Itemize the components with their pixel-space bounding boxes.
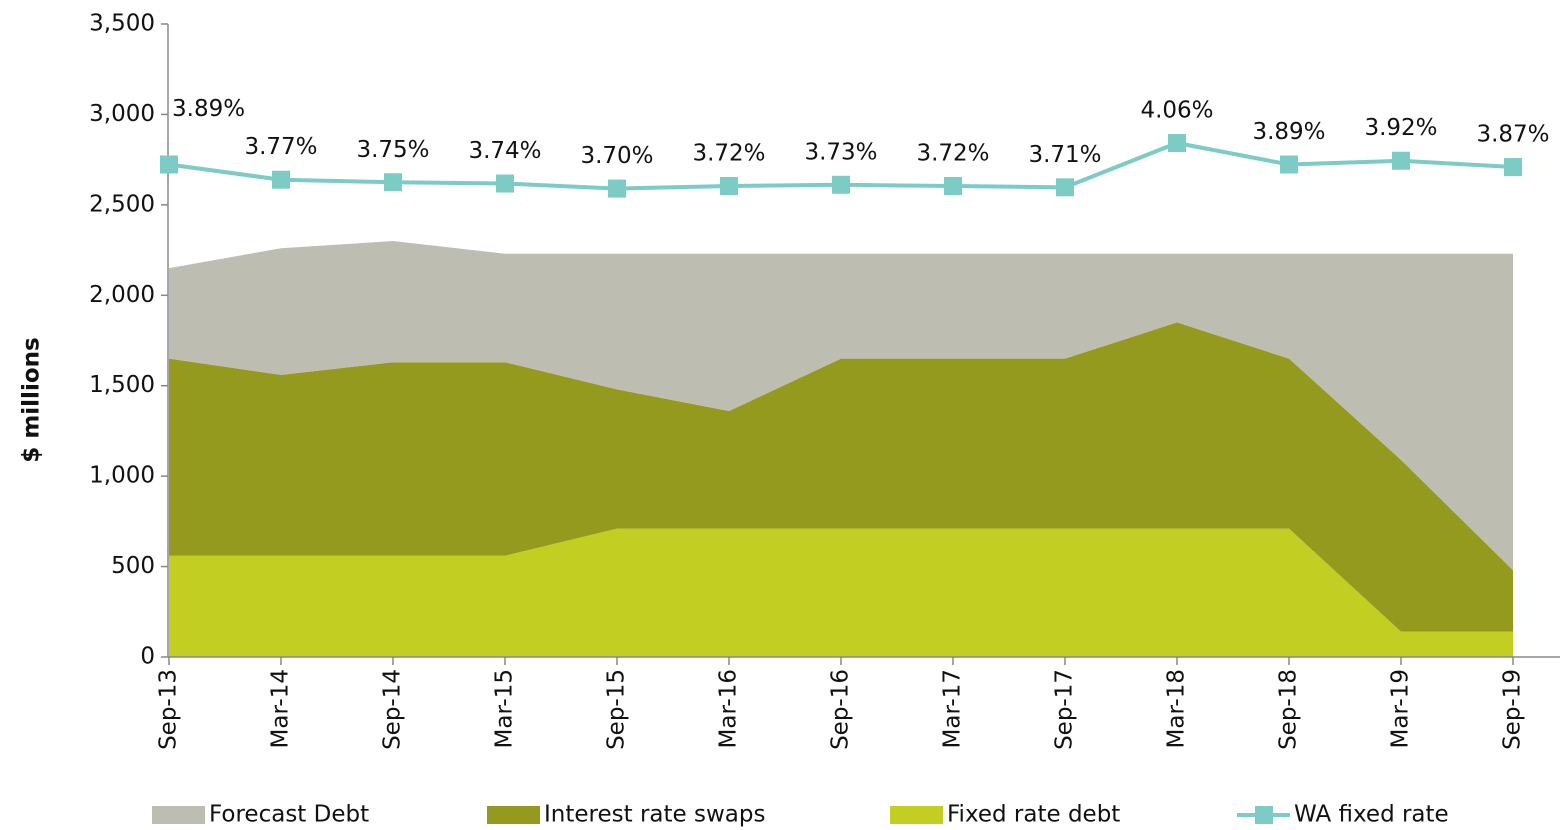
point: [608, 179, 626, 198]
point: [384, 173, 402, 192]
data-label: 3.72%: [692, 141, 765, 167]
y-tick-label: 2,000: [89, 282, 155, 308]
data-label: 3.89%: [1252, 119, 1325, 145]
area: [169, 241, 1513, 571]
x-tick-label: Mar-19: [1388, 669, 1414, 749]
x-tick-label: Mar-15: [492, 669, 518, 749]
data-label: 3.77%: [244, 134, 317, 160]
point: [832, 175, 850, 194]
x-tick-label: Sep-16: [828, 669, 854, 750]
y-tick-label: 0: [140, 644, 155, 670]
point: [1504, 158, 1522, 177]
data-label: 3.92%: [1364, 115, 1437, 141]
x-tick-label: Mar-14: [268, 669, 294, 749]
x-tick-label: Sep-17: [1052, 669, 1078, 750]
y-tick-label: 3,500: [89, 11, 155, 37]
x-tick-label: Sep-18: [1276, 669, 1302, 750]
point: [1168, 134, 1186, 153]
x-tick-label: Sep-14: [380, 669, 406, 750]
data-label: 3.75%: [356, 137, 429, 163]
x-tick-label: Sep-19: [1500, 669, 1526, 750]
legend-label: Forecast Debt: [209, 802, 369, 828]
legend-swatch: [152, 806, 205, 824]
data-label: 3.87%: [1476, 122, 1549, 148]
y-tick-label: 1,000: [89, 463, 155, 489]
legend-label: Fixed rate debt: [947, 802, 1120, 828]
data-label: 3.71%: [1028, 142, 1101, 168]
data-label: 3.70%: [580, 143, 653, 169]
legend-swatch: [487, 806, 540, 824]
legend-swatch: [890, 806, 943, 824]
x-tick-label: Sep-13: [156, 669, 182, 750]
point: [272, 170, 290, 189]
point: [944, 177, 962, 196]
y-axis-label: $ millions: [19, 337, 45, 462]
x-tick-label: Mar-17: [940, 669, 966, 749]
y-tick-label: 1,500: [89, 372, 155, 398]
x-tick-label: Mar-16: [716, 669, 742, 749]
y-tick-label: 3,000: [89, 101, 155, 127]
x-tick-label: Mar-18: [1164, 669, 1190, 749]
point: [1392, 151, 1410, 170]
point: [720, 177, 738, 196]
data-label: 3.89%: [172, 96, 245, 122]
data-label: 3.72%: [916, 141, 989, 167]
area: [169, 528, 1513, 657]
data-label: 4.06%: [1140, 98, 1213, 124]
point: [1056, 178, 1074, 197]
y-tick-label: 500: [111, 553, 155, 579]
point: [1280, 155, 1298, 174]
legend-marker: [1255, 806, 1273, 824]
data-label: 3.73%: [804, 139, 877, 165]
legend-label: Interest rate swaps: [544, 802, 765, 828]
y-tick-label: 2,500: [89, 191, 155, 217]
x-tick-label: Sep-15: [604, 669, 630, 750]
area: [169, 322, 1513, 632]
point: [496, 174, 514, 193]
data-label: 3.74%: [468, 138, 541, 164]
point: [160, 155, 178, 174]
legend-label: WA fixed rate: [1294, 802, 1449, 828]
